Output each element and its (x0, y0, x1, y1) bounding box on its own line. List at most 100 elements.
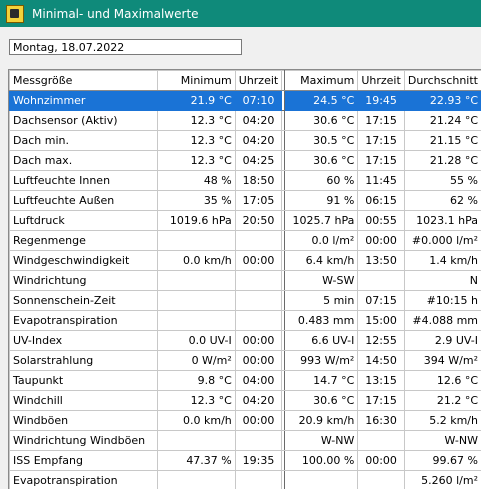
max-value: 20.9 km/h (285, 411, 358, 431)
max-value: 1025.7 hPa (285, 211, 358, 231)
max-value: 30.5 °C (285, 131, 358, 151)
row-label: Luftdruck (10, 211, 158, 231)
min-time (235, 271, 281, 291)
row-label: Dach max. (10, 151, 158, 171)
max-time: 17:15 (358, 151, 404, 171)
max-value: W-NW (285, 431, 358, 451)
values-table: Messgröße Minimum Uhrzeit Maximum Uhrzei… (9, 70, 481, 489)
row-label: Taupunkt (10, 371, 158, 391)
header-row: Messgröße Minimum Uhrzeit Maximum Uhrzei… (10, 71, 481, 91)
min-time: 17:05 (235, 191, 281, 211)
row-label: Evapotranspiration (10, 311, 158, 331)
avg-value: #10:15 h (404, 291, 481, 311)
max-value: 5 min (285, 291, 358, 311)
max-time (358, 431, 404, 451)
avg-value: 99.67 % (404, 451, 481, 471)
max-value (285, 471, 358, 489)
avg-value: W-NW (404, 431, 481, 451)
max-time: 00:00 (358, 451, 404, 471)
column-header-min-time[interactable]: Uhrzeit (235, 71, 281, 91)
row-label: Sonnenschein-Zeit (10, 291, 158, 311)
min-value: 35 % (157, 191, 235, 211)
max-time: 16:30 (358, 411, 404, 431)
avg-value: 1.4 km/h (404, 251, 481, 271)
min-time (235, 311, 281, 331)
values-grid[interactable]: Messgröße Minimum Uhrzeit Maximum Uhrzei… (8, 69, 481, 489)
row-label: Solarstrahlung (10, 351, 158, 371)
row-label: ISS Empfang (10, 451, 158, 471)
min-time: 04:20 (235, 111, 281, 131)
max-time: 14:50 (358, 351, 404, 371)
avg-value: N (404, 271, 481, 291)
avg-value: #0.000 l/m² (404, 231, 481, 251)
max-value: 6.6 UV-I (285, 331, 358, 351)
max-time: 12:55 (358, 331, 404, 351)
table-row[interactable]: Windrichtung W-SW N (10, 271, 481, 291)
row-label: Windgeschwindigkeit (10, 251, 158, 271)
avg-value: 12.6 °C (404, 371, 481, 391)
min-value: 48 % (157, 171, 235, 191)
min-value: 0.0 UV-I (157, 331, 235, 351)
column-header-maximum[interactable]: Maximum (285, 71, 358, 91)
avg-value: 22.93 °C (404, 91, 481, 111)
max-value: 993 W/m² (285, 351, 358, 371)
max-time (358, 271, 404, 291)
row-label: Windchill (10, 391, 158, 411)
min-value: 1019.6 hPa (157, 211, 235, 231)
column-header-durchschnitt[interactable]: Durchschnitt (404, 71, 481, 91)
max-value: 14.7 °C (285, 371, 358, 391)
app-icon (6, 5, 24, 23)
max-time: 00:55 (358, 211, 404, 231)
title-bar[interactable]: Minimal- und Maximalwerte (0, 0, 481, 27)
max-time: 11:45 (358, 171, 404, 191)
min-value: 12.3 °C (157, 111, 235, 131)
row-label: Regenmenge (10, 231, 158, 251)
max-time: 17:15 (358, 131, 404, 151)
min-value: 21.9 °C (157, 91, 235, 111)
max-value: W-SW (285, 271, 358, 291)
column-header-max-time[interactable]: Uhrzeit (358, 71, 404, 91)
min-value: 12.3 °C (157, 391, 235, 411)
min-time: 19:35 (235, 451, 281, 471)
row-label: Windrichtung (10, 271, 158, 291)
avg-value: 5.260 l/m² (404, 471, 481, 489)
avg-value: 55 % (404, 171, 481, 191)
column-header-messgroesse[interactable]: Messgröße (10, 71, 158, 91)
max-value: 30.6 °C (285, 391, 358, 411)
max-value: 30.6 °C (285, 111, 358, 131)
row-label: Luftfeuchte Innen (10, 171, 158, 191)
min-time: 07:10 (235, 91, 281, 111)
max-value: 100.00 % (285, 451, 358, 471)
min-time (235, 291, 281, 311)
max-time: 06:15 (358, 191, 404, 211)
min-time: 00:00 (235, 331, 281, 351)
column-header-minimum[interactable]: Minimum (157, 71, 235, 91)
row-label: Windböen (10, 411, 158, 431)
max-value: 0.0 l/m² (285, 231, 358, 251)
min-time: 04:20 (235, 391, 281, 411)
avg-value: 1023.1 hPa (404, 211, 481, 231)
max-time: 13:50 (358, 251, 404, 271)
avg-value: 21.28 °C (404, 151, 481, 171)
max-time: 17:15 (358, 111, 404, 131)
date-field[interactable]: Montag, 18.07.2022 (9, 39, 242, 55)
